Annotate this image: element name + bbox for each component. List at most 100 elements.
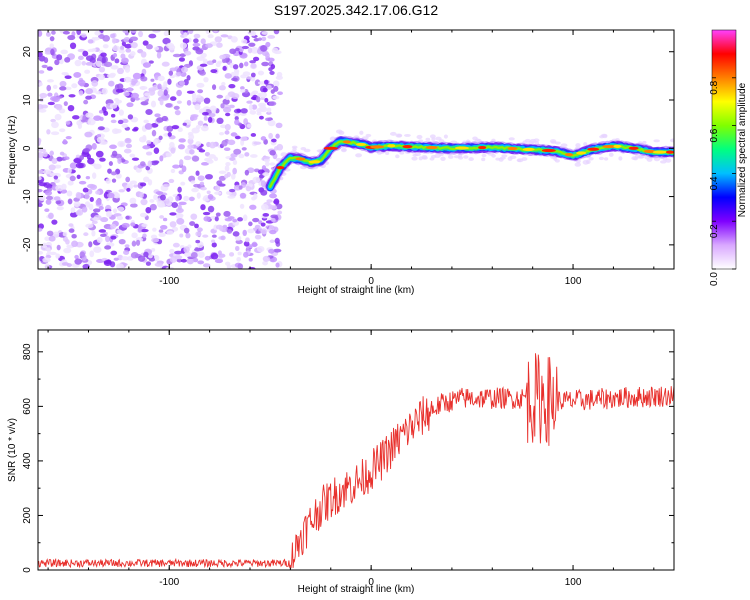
noise-blob bbox=[583, 142, 588, 147]
noise-blob bbox=[229, 48, 237, 55]
noise-blob bbox=[89, 250, 95, 258]
noise-blob bbox=[97, 126, 105, 131]
noise-blob bbox=[69, 42, 77, 50]
noise-blob bbox=[222, 106, 232, 113]
noise-blob bbox=[46, 129, 51, 135]
noise-blob bbox=[235, 239, 243, 245]
noise-blob bbox=[188, 134, 195, 140]
noise-blob bbox=[208, 113, 216, 118]
noise-blob bbox=[180, 258, 187, 263]
noise-blob bbox=[250, 63, 257, 69]
noise-blob bbox=[109, 144, 117, 150]
noise-blob bbox=[67, 180, 74, 186]
ridge-hotspot bbox=[387, 144, 396, 148]
noise-blob bbox=[78, 90, 84, 96]
noise-blob bbox=[169, 221, 177, 228]
noise-blob bbox=[110, 33, 116, 39]
colorbar-tick-label: 0.8 bbox=[709, 80, 720, 94]
noise-blob bbox=[389, 131, 397, 136]
noise-blob bbox=[262, 87, 268, 93]
noise-blob bbox=[167, 78, 172, 85]
noise-blob bbox=[264, 79, 269, 85]
noise-blob bbox=[250, 154, 258, 158]
noise-blob bbox=[270, 214, 279, 219]
colorbar-gradient bbox=[711, 29, 737, 270]
noise-blob bbox=[91, 142, 97, 150]
noise-blob bbox=[195, 48, 204, 55]
noise-blob bbox=[129, 153, 136, 158]
noise-blob bbox=[603, 157, 609, 161]
noise-blob bbox=[250, 47, 259, 54]
noise-blob bbox=[365, 133, 372, 138]
noise-blob bbox=[66, 190, 73, 197]
noise-blob bbox=[247, 183, 254, 187]
noise-blob bbox=[43, 57, 49, 64]
noise-blob bbox=[67, 167, 72, 174]
noise-blob bbox=[62, 235, 68, 242]
noise-blob bbox=[177, 127, 183, 133]
noise-blob bbox=[165, 198, 170, 205]
noise-blob bbox=[44, 208, 50, 213]
noise-blob bbox=[218, 170, 227, 175]
noise-blob bbox=[198, 70, 206, 76]
ridge-hotspot bbox=[342, 140, 351, 144]
noise-blob bbox=[253, 38, 260, 42]
y-tick-label: 600 bbox=[22, 398, 33, 415]
x-tick-label: -100 bbox=[159, 577, 179, 588]
ridge-hotspot bbox=[402, 145, 413, 149]
noise-blob bbox=[102, 35, 111, 42]
noise-blob bbox=[254, 234, 262, 240]
noise-blob bbox=[585, 159, 591, 165]
y-tick-label: 800 bbox=[22, 343, 33, 360]
noise-blob bbox=[178, 138, 186, 143]
noise-blob bbox=[38, 138, 42, 145]
noise-blob bbox=[70, 207, 76, 214]
noise-blob bbox=[154, 46, 160, 51]
noise-blob bbox=[232, 231, 240, 237]
noise-blob bbox=[214, 36, 223, 43]
noise-blob bbox=[91, 230, 96, 237]
noise-blob bbox=[121, 57, 129, 64]
noise-blob bbox=[170, 147, 176, 154]
noise-blob bbox=[44, 263, 50, 269]
noise-blob bbox=[246, 123, 252, 128]
noise-blob bbox=[395, 133, 403, 138]
noise-blob bbox=[182, 38, 190, 44]
noise-blob bbox=[222, 98, 230, 105]
noise-blob bbox=[44, 190, 53, 196]
ridge-hotspot bbox=[370, 145, 385, 149]
noise-blob bbox=[335, 129, 343, 134]
noise-blob bbox=[196, 82, 205, 88]
noise-blob bbox=[48, 164, 56, 171]
noise-blob bbox=[258, 115, 264, 120]
noise-blob bbox=[199, 181, 205, 186]
noise-blob bbox=[418, 156, 423, 161]
noise-blob bbox=[243, 61, 249, 67]
noise-blob bbox=[63, 247, 72, 254]
noise-blob bbox=[163, 30, 170, 37]
noise-blob bbox=[81, 60, 86, 66]
y-tick-label: 0 bbox=[22, 145, 33, 151]
noise-blob bbox=[166, 42, 175, 49]
noise-blob bbox=[182, 122, 187, 126]
noise-blob bbox=[231, 93, 240, 100]
noise-blob bbox=[213, 30, 218, 33]
noise-blob bbox=[173, 105, 180, 110]
noise-blob bbox=[274, 237, 280, 244]
noise-blob bbox=[175, 195, 180, 202]
noise-blob bbox=[78, 55, 84, 61]
noise-blob bbox=[248, 221, 253, 227]
noise-blob bbox=[481, 157, 486, 162]
noise-blob bbox=[102, 44, 109, 49]
noise-blob bbox=[244, 152, 250, 157]
noise-blob bbox=[149, 198, 155, 203]
noise-blob bbox=[223, 147, 231, 151]
noise-blob bbox=[195, 170, 200, 176]
noise-blob bbox=[176, 89, 182, 97]
spectrogram-xlabel: Height of straight line (km) bbox=[298, 285, 415, 296]
noise-blob bbox=[430, 154, 437, 159]
noise-blob bbox=[240, 86, 245, 90]
noise-blob bbox=[269, 70, 275, 75]
noise-blob bbox=[188, 30, 194, 35]
noise-blob bbox=[166, 125, 174, 132]
